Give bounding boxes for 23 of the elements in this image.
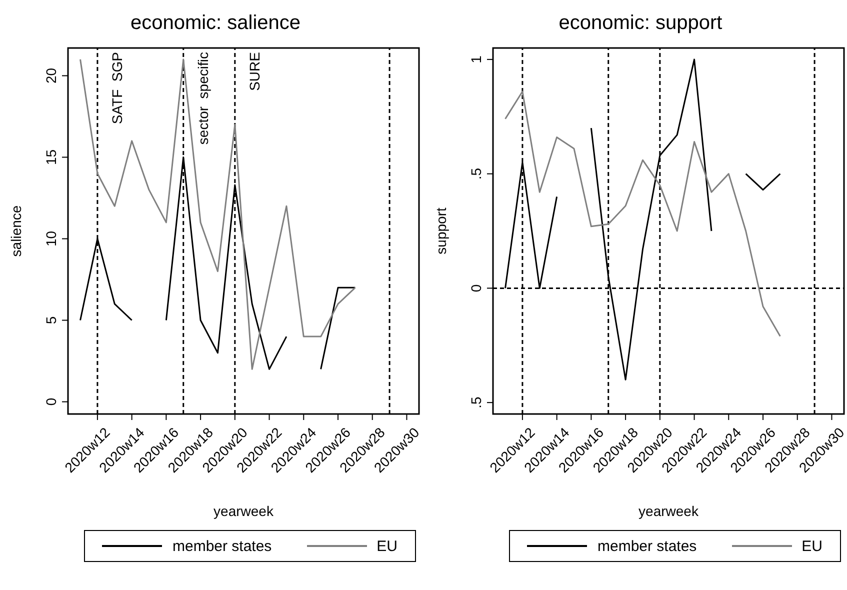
y-tick-label: 20 (43, 68, 59, 84)
chart-title: economic: salience (129, 11, 302, 36)
y-tick-label: 0 (468, 284, 484, 292)
ref-line-label: SURE (246, 52, 262, 91)
y-tick-label: 5 (43, 316, 59, 324)
y-tick-label: .5 (468, 396, 484, 408)
y-tick-label: 10 (43, 230, 59, 247)
legend-label: member states (597, 538, 697, 554)
x-axis-title: yearweek (638, 503, 700, 519)
legend-label: member states (172, 538, 272, 554)
ref-line-label: sector specific (194, 52, 211, 145)
y-tick-label: 1 (468, 55, 484, 64)
legend-label: EU (802, 538, 822, 554)
chart-title: economic: support (558, 11, 724, 36)
y-axis-title: salience (8, 205, 24, 257)
x-axis-title: yearweek (214, 503, 274, 519)
ref-line-label: SATF SGP (108, 52, 125, 124)
y-tick-label: 0 (43, 398, 59, 406)
legend-label: EU (376, 538, 398, 554)
y-tick-label: .5 (468, 168, 484, 180)
y-tick-label: 15 (43, 149, 59, 166)
y-axis-title: support (432, 208, 449, 254)
line-series (504, 90, 781, 337)
